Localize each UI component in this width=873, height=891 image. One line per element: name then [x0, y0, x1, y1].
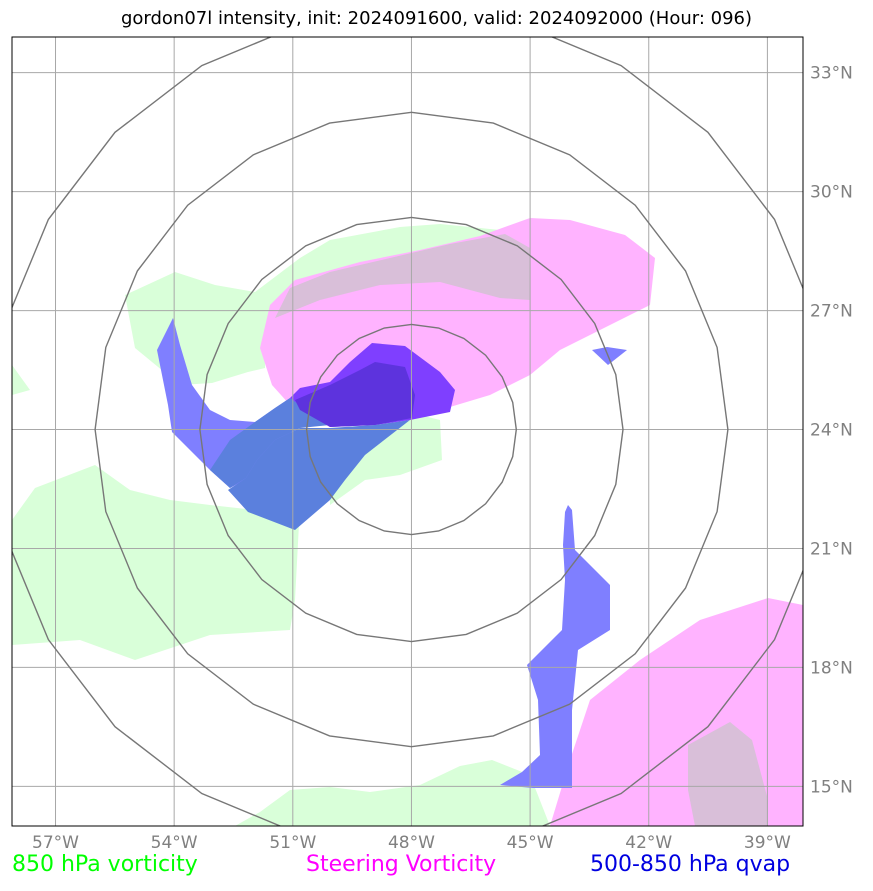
latitude-tick-label: 30°N — [810, 183, 853, 203]
vorticity-850-region-edge — [12, 365, 30, 395]
range-ring — [305, 323, 518, 536]
latitude-tick-label: 18°N — [810, 658, 853, 678]
overlap-region-north — [275, 234, 530, 318]
range-ring — [12, 37, 803, 826]
qvap-region-small — [592, 347, 627, 365]
graticule — [12, 37, 803, 826]
qvap-region-center-green — [228, 420, 410, 530]
longitude-tick-label: 39°W — [744, 833, 791, 853]
overlap-region-southeast — [688, 722, 768, 826]
qvap-region-center — [210, 398, 330, 488]
vorticity-850-region-south — [235, 760, 550, 826]
latitude-tick-label: 24°N — [810, 421, 853, 441]
latitude-tick-label: 33°N — [810, 64, 853, 84]
map-frame — [11, 36, 804, 827]
range-ring — [199, 216, 624, 643]
longitude-tick-label: 57°W — [32, 833, 79, 853]
map-title: gordon07l intensity, init: 2024091600, v… — [120, 8, 753, 29]
longitude-tick-label: 54°W — [151, 833, 198, 853]
legend-qvap: 500-850 hPa qvap — [590, 852, 791, 877]
longitude-tick-label: 48°W — [388, 833, 435, 853]
latitude-tick-label: 27°N — [810, 302, 853, 322]
longitude-tick-labels: 57°W 54°W 51°W 48°W 45°W 42°W 39°W — [32, 833, 791, 853]
range-rings — [12, 37, 803, 826]
legend-steering-vorticity: Steering Vorticity — [306, 852, 497, 877]
latitude-tick-label: 15°N — [810, 777, 853, 797]
vorticity-overlap-layer — [275, 234, 768, 826]
qvap-region-core — [295, 362, 415, 427]
longitude-tick-label: 45°W — [507, 833, 554, 853]
vorticity-850-region-west — [12, 465, 300, 660]
latitude-tick-label: 21°N — [810, 539, 853, 559]
range-ring — [94, 111, 729, 748]
longitude-tick-label: 51°W — [269, 833, 316, 853]
latitude-tick-labels: 33°N 30°N 27°N 24°N 21°N 18°N 15°N — [810, 64, 853, 798]
qvap-layer — [157, 318, 627, 788]
legend-vorticity-850: 850 hPa vorticity — [12, 852, 198, 877]
qvap-region-south — [500, 505, 610, 788]
longitude-tick-label: 42°W — [625, 833, 672, 853]
